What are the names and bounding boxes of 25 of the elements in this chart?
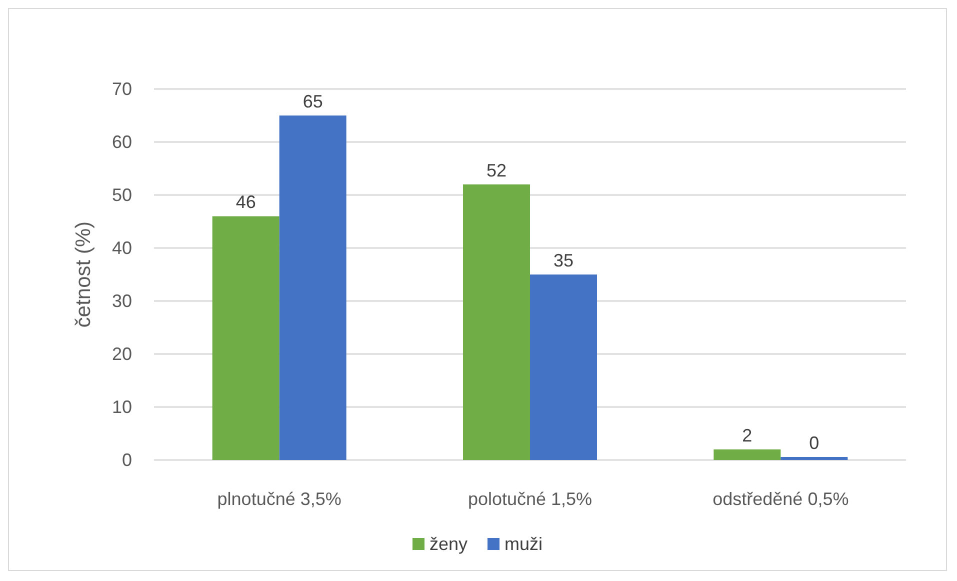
bar	[279, 116, 346, 460]
data-label: 65	[302, 92, 323, 112]
x-tick-label: plnotučné 3,5%	[217, 489, 342, 509]
y-tick-label: 50	[112, 185, 132, 205]
y-tick-label: 10	[112, 397, 132, 417]
y-tick-label: 0	[122, 450, 132, 470]
legend-label: ženy	[429, 534, 468, 554]
y-tick-label: 20	[112, 344, 132, 364]
x-tick-label: odstředěné 0,5%	[712, 489, 849, 509]
bar	[530, 274, 597, 460]
y-tick-label: 30	[112, 291, 132, 311]
y-axis-title: četnost (%)	[72, 221, 95, 328]
bar	[463, 184, 530, 460]
bar	[714, 449, 781, 460]
y-tick-label: 60	[112, 132, 132, 152]
y-tick-label: 40	[112, 238, 132, 258]
y-tick-label: 70	[112, 79, 132, 99]
data-label: 35	[553, 250, 574, 270]
x-tick-label: polotučné 1,5%	[468, 489, 592, 509]
data-label: 0	[809, 433, 820, 453]
legend-label: muži	[504, 534, 543, 554]
data-label: 46	[236, 192, 256, 212]
data-label: 52	[486, 160, 507, 180]
data-label: 2	[742, 425, 752, 446]
bar	[212, 216, 280, 460]
